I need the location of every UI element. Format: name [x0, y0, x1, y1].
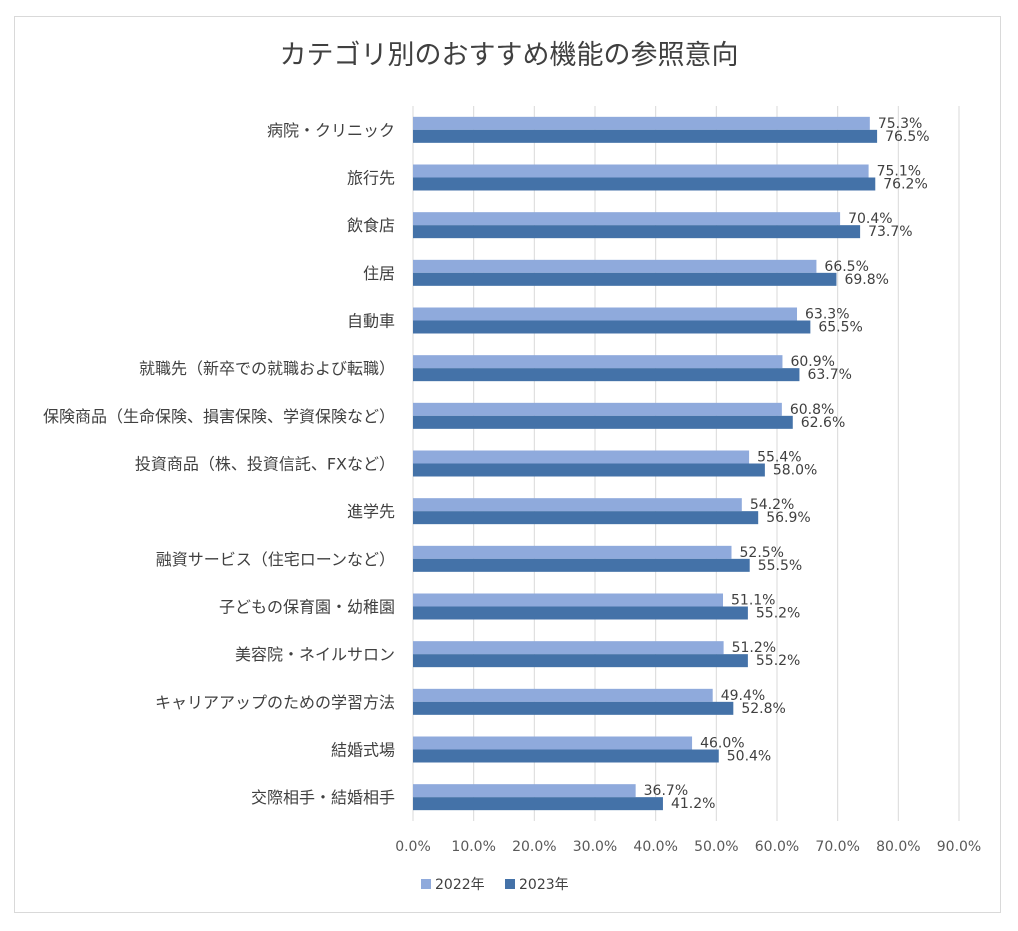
data-label: 60.8%	[790, 402, 834, 418]
data-label: 66.5%	[824, 259, 868, 275]
category-label: 進学先	[347, 502, 395, 521]
bar-2023年	[413, 463, 765, 477]
data-label: 52.5%	[740, 545, 784, 561]
data-label: 46.0%	[700, 736, 744, 752]
data-label: 36.7%	[644, 783, 688, 799]
data-label: 52.8%	[741, 701, 785, 717]
x-tick-label: 80.0%	[876, 839, 920, 855]
bar-2023年	[413, 368, 800, 382]
data-label: 50.4%	[727, 749, 771, 765]
category-label: 結婚式場	[331, 741, 395, 760]
x-tick-label: 40.0%	[633, 839, 677, 855]
x-axis-ticks: 0.0% 10.0% 20.0% 30.0% 40.0% 50.0% 60.0% 70.0% 8…	[395, 839, 981, 855]
data-label: 63.7%	[807, 367, 851, 383]
data-label: 55.2%	[756, 653, 800, 669]
category-label: 旅行先	[347, 169, 395, 188]
data-label: 75.3%	[878, 116, 922, 132]
data-label: 56.9%	[766, 510, 810, 526]
data-label: 55.4%	[757, 450, 801, 466]
bar-2023年	[413, 320, 811, 334]
chart-title: カテゴリ別のおすすめ機能の参照意向	[280, 40, 739, 71]
bar-2022年	[413, 498, 742, 512]
x-tick-label: 50.0%	[694, 839, 738, 855]
legend: 2022年 2023年	[421, 877, 569, 893]
category-label: キャリアアップのための学習方法	[155, 693, 395, 712]
data-label: 63.3%	[805, 307, 849, 323]
bar-2022年	[413, 259, 817, 273]
category-label: 飲食店	[347, 216, 395, 235]
bars	[413, 116, 878, 811]
bar-2023年	[413, 177, 876, 191]
category-label: 交際相手・結婚相手	[251, 788, 395, 807]
data-label: 58.0%	[773, 463, 817, 479]
x-tick-label: 30.0%	[573, 839, 617, 855]
x-tick-label: 20.0%	[512, 839, 556, 855]
bar-2023年	[413, 606, 748, 620]
data-label: 69.8%	[844, 272, 888, 288]
category-label: 病院・クリニック	[267, 121, 395, 140]
data-label: 73.7%	[868, 224, 912, 240]
bar-2022年	[413, 736, 693, 750]
data-label: 62.6%	[801, 415, 845, 431]
legend-swatch	[421, 879, 431, 889]
bar-2023年	[413, 558, 750, 572]
bar-2023年	[413, 797, 663, 811]
data-label: 55.2%	[756, 606, 800, 622]
data-label: 70.4%	[848, 211, 892, 227]
x-tick-label: 90.0%	[937, 839, 981, 855]
data-label: 54.2%	[750, 497, 794, 513]
data-label: 55.5%	[758, 558, 802, 574]
bar-2022年	[413, 688, 713, 702]
data-labels: 75.3%76.5% 75.1%76.2% 70.4%73.7% 66.5%69.8%…	[644, 116, 930, 812]
bar-2022年	[413, 212, 841, 226]
data-label: 76.5%	[885, 129, 929, 145]
bar-2023年	[413, 749, 719, 763]
bar-2023年	[413, 415, 793, 429]
category-label: 住居	[363, 264, 395, 283]
data-label: 60.9%	[790, 354, 834, 370]
bar-2022年	[413, 116, 870, 130]
bar-2022年	[413, 641, 724, 655]
legend-label: 2023年	[519, 877, 569, 893]
bar-2022年	[413, 545, 732, 559]
category-label: 自動車	[347, 312, 395, 331]
bar-2023年	[413, 225, 861, 239]
data-label: 51.1%	[731, 593, 775, 609]
bar-2022年	[413, 450, 750, 464]
category-label: 就職先（新卒での就職および転職）	[139, 359, 395, 378]
category-label: 融資サービス（住宅ローンなど）	[156, 550, 395, 569]
x-tick-label: 0.0%	[395, 839, 431, 855]
bar-2022年	[413, 164, 869, 178]
legend-swatch	[505, 879, 515, 889]
data-label: 51.2%	[732, 640, 776, 656]
bar-2023年	[413, 701, 734, 715]
data-label: 75.1%	[877, 164, 921, 180]
data-label: 49.4%	[721, 688, 765, 704]
bar-2023年	[413, 511, 759, 525]
category-label: 美容院・ネイルサロン	[235, 645, 395, 664]
data-label: 76.2%	[883, 177, 927, 193]
x-tick-label: 60.0%	[755, 839, 799, 855]
bar-2022年	[413, 355, 783, 369]
category-label: 投資商品（株、投資信託、FXなど）	[135, 455, 395, 474]
legend-label: 2022年	[435, 877, 485, 893]
bar-2023年	[413, 272, 837, 286]
x-tick-label: 70.0%	[815, 839, 859, 855]
bar-2023年	[413, 654, 748, 668]
bar-2022年	[413, 402, 782, 416]
bar-2022年	[413, 593, 724, 607]
x-tick-label: 10.0%	[451, 839, 495, 855]
data-label: 41.2%	[671, 796, 715, 812]
data-label: 65.5%	[818, 320, 862, 336]
category-label: 子どもの保育園・幼稚園	[219, 598, 395, 617]
bar-2022年	[413, 307, 798, 321]
bar-2022年	[413, 784, 636, 798]
bar-2023年	[413, 129, 878, 143]
category-label: 保険商品（生命保険、損害保険、学資保険など）	[43, 407, 395, 426]
